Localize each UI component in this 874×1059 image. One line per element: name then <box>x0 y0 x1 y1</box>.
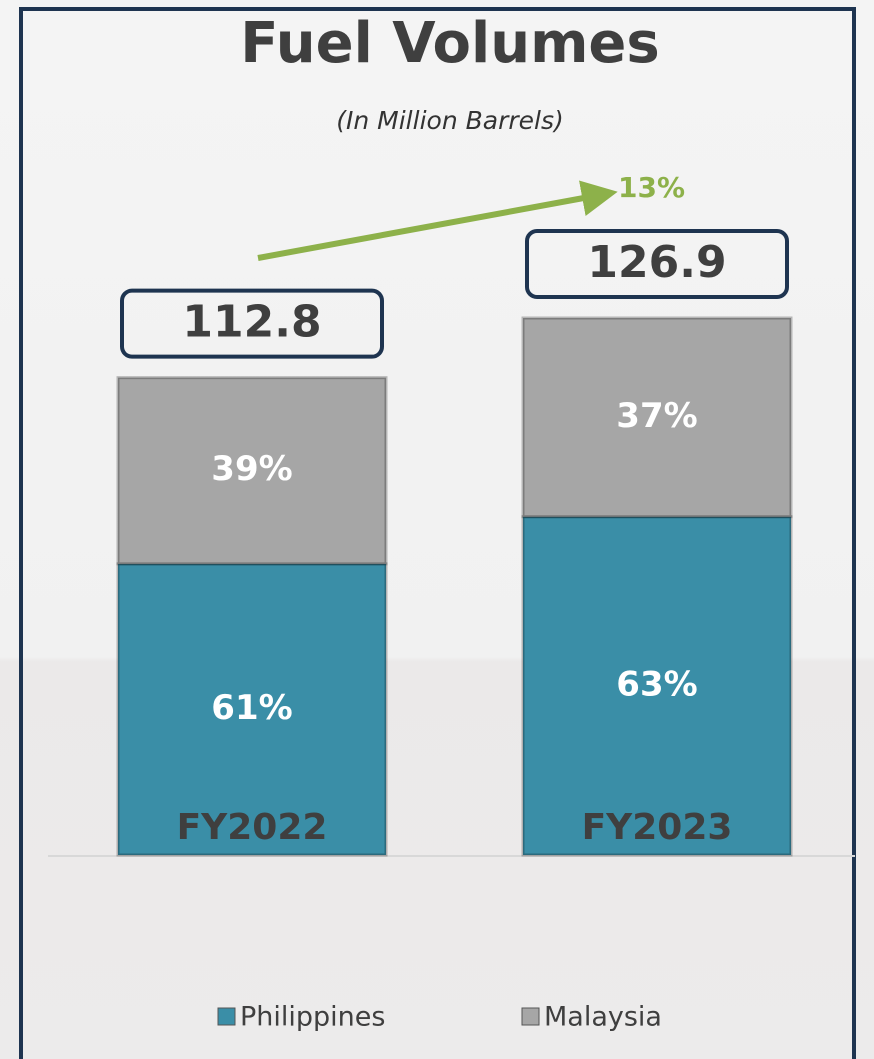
total-label: 126.9 <box>587 237 726 288</box>
x-tick-label: FY2023 <box>582 807 733 848</box>
growth-label: 13% <box>618 171 685 204</box>
bar-segment <box>116 562 388 857</box>
value-label: 61% <box>211 688 292 728</box>
frame <box>19 7 856 1059</box>
bar-segment <box>521 316 793 519</box>
value-label: 63% <box>616 664 697 704</box>
legend-label: Malaysia <box>544 1002 662 1033</box>
value-label: 37% <box>616 396 697 436</box>
total-label: 112.8 <box>182 297 321 348</box>
total-box <box>525 229 789 299</box>
legend-swatch <box>521 1007 540 1026</box>
chart-title: Fuel Volumes <box>240 11 659 76</box>
x-tick-label: FY2022 <box>177 807 328 848</box>
legend-label: Philippines <box>240 1002 385 1033</box>
legend-swatch <box>217 1007 236 1026</box>
chart-subtitle: (In Million Barrels) <box>336 106 564 135</box>
bar-segment <box>521 515 793 857</box>
value-label: 39% <box>211 449 292 489</box>
growth-arrow <box>257 180 618 261</box>
total-box <box>120 288 384 359</box>
plot: 61% 39% 112.8 FY2022 63% 37% 126.9 FY2023 13% Phi… <box>116 171 793 1033</box>
bar-segment <box>116 376 388 566</box>
